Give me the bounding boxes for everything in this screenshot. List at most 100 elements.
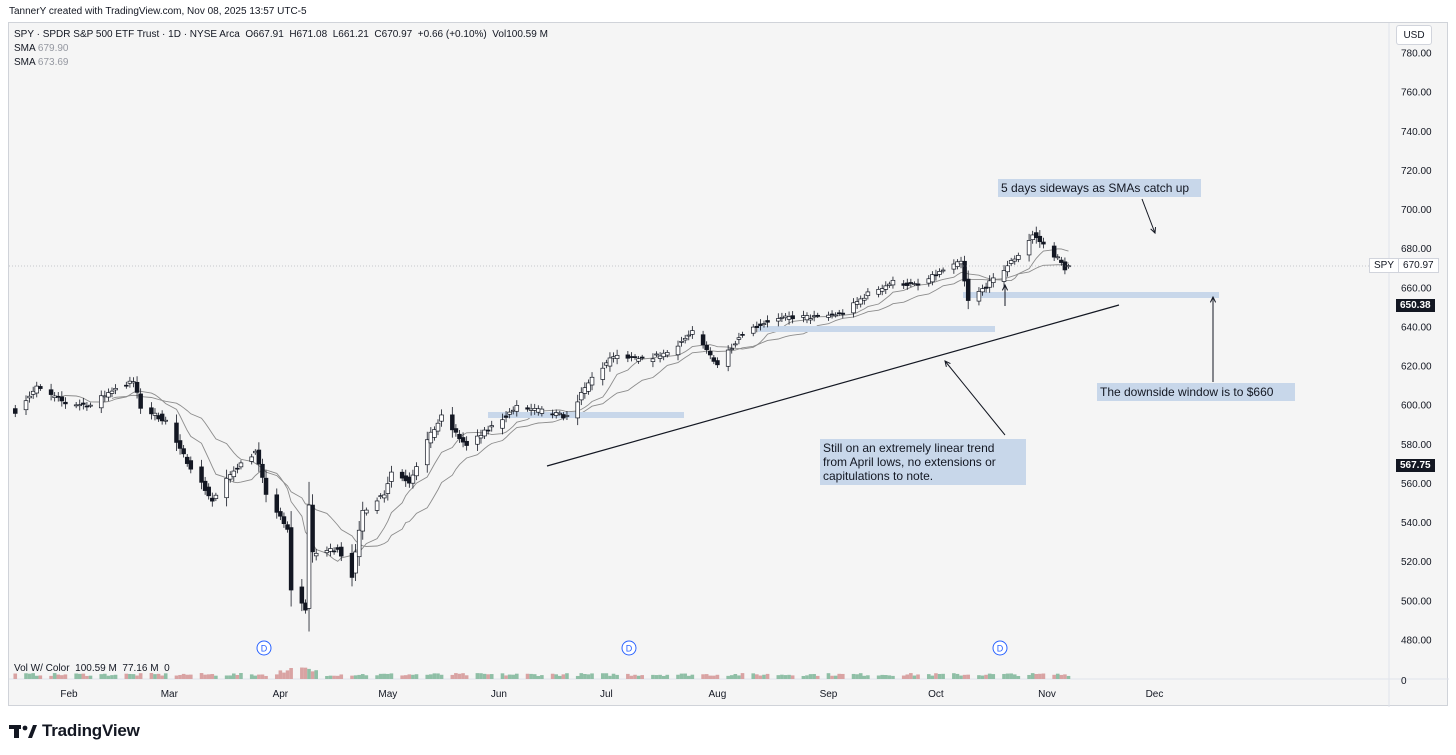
candle-body [249,456,254,462]
candle-body [389,471,394,482]
candle-body [460,437,466,443]
volume-bar [314,670,318,679]
candle-body [339,546,344,557]
volume-bar [808,674,813,679]
y-tick-label: 780.00 [1401,49,1432,60]
volume-bar [683,673,687,679]
chart-panel[interactable]: 480.00 500.00 520.00 540.00 560.00 580.00 600.… [8,22,1449,707]
candle-body [776,318,781,322]
volume-bar [335,675,340,679]
candle-body [711,357,717,362]
support-band-october [963,292,1219,298]
candle-body [63,401,68,405]
candle-body [783,315,788,319]
volume-bar [1038,673,1042,679]
volume-bar [661,675,666,679]
volume-bar [135,675,139,679]
candle-body [109,390,115,394]
candle-body [586,382,591,392]
volume-bar [966,674,970,679]
legend-sma2[interactable]: SMA 673.69 [14,56,548,70]
volume-bar [540,675,544,679]
annotation-downside[interactable]: The downside window is to $660 [1097,383,1295,401]
candle-body [604,362,609,366]
legend-high: H671.08 [289,29,328,40]
currency-button[interactable]: USD [1396,25,1432,45]
volume-bar [665,674,670,679]
arrow-downside-head [1209,295,1217,303]
volume-bar [203,674,207,679]
volume-bar [636,675,641,679]
volume-bar [189,674,193,679]
candle-body [81,402,86,405]
candle-body [159,413,165,422]
volume-bar [389,673,394,679]
volume-legend[interactable]: Vol W/ Color 100.59 M 77.16 M 0 [14,663,170,674]
candle-body [851,302,856,314]
y-tick-label: 660.00 [1401,283,1432,294]
volume-bar [1002,673,1006,679]
candle-body [56,395,61,398]
volume-bar [332,675,336,679]
candle-body [915,283,921,286]
candle-body [328,548,333,552]
volume-bar [432,673,437,679]
candle-body [901,283,906,286]
candle-body [804,315,810,321]
candle-body [256,449,262,465]
level-tag-567: 567.75 [1396,459,1435,472]
candle-body [1008,260,1014,264]
annotation-sideways[interactable]: 5 days sideways as SMAs catch up [998,179,1201,197]
candle-body [575,401,580,419]
volume-bar [181,673,186,679]
candle-body [428,431,434,444]
volume-bar [228,675,233,679]
candle-body [1001,270,1007,282]
candle-body [951,263,957,270]
candle-body [962,260,967,282]
volume-bar [830,675,834,679]
footer-brand[interactable]: TradingView [9,718,140,744]
volume-bar [557,675,562,679]
candle-body [887,283,892,286]
candle-body [281,516,287,525]
volume-legend-v1: 100.59 M [75,663,117,674]
candle-body [510,409,516,412]
volume-bar [532,674,537,679]
volume-bar [651,674,655,679]
candle-body [485,429,491,432]
legend-open: O667.91 [245,29,284,40]
spy-price-tag: 670.97 [1399,258,1439,273]
candle-body [933,274,939,277]
volume-bar [737,675,741,679]
volume-bar [1063,674,1067,679]
volume-bar [479,673,483,679]
candle-body [876,289,881,295]
dividend-marker-label: D [626,644,633,654]
x-tick-label: May [378,689,397,700]
volume-bar [63,674,68,679]
dividend-marker-circle [621,640,637,656]
volume-bar [249,674,254,679]
volume-bar [529,673,533,679]
candle-body [589,376,595,386]
candle-body [883,285,889,290]
candle-body [908,282,914,284]
volume-bar [382,673,387,679]
volume-bar [77,673,82,679]
candle-body [30,390,36,395]
candle-body [435,422,441,432]
y-tick-label: 600.00 [1401,401,1432,412]
candle-body [331,550,337,553]
volume-bar [726,675,730,679]
candle-body [310,504,315,553]
volume-legend-v3: 0 [164,663,170,674]
volume-bar [206,674,211,679]
legend-sma1[interactable]: SMA 679.90 [14,42,548,56]
candle-body [106,392,111,398]
price-chart[interactable]: 480.00 500.00 520.00 540.00 560.00 580.00 600.… [9,23,1449,707]
annotation-trend[interactable]: Still on an extremely linear trend from … [820,439,1026,485]
candle-body [708,351,713,356]
candle-body [299,586,305,604]
volume-bar [855,674,859,679]
